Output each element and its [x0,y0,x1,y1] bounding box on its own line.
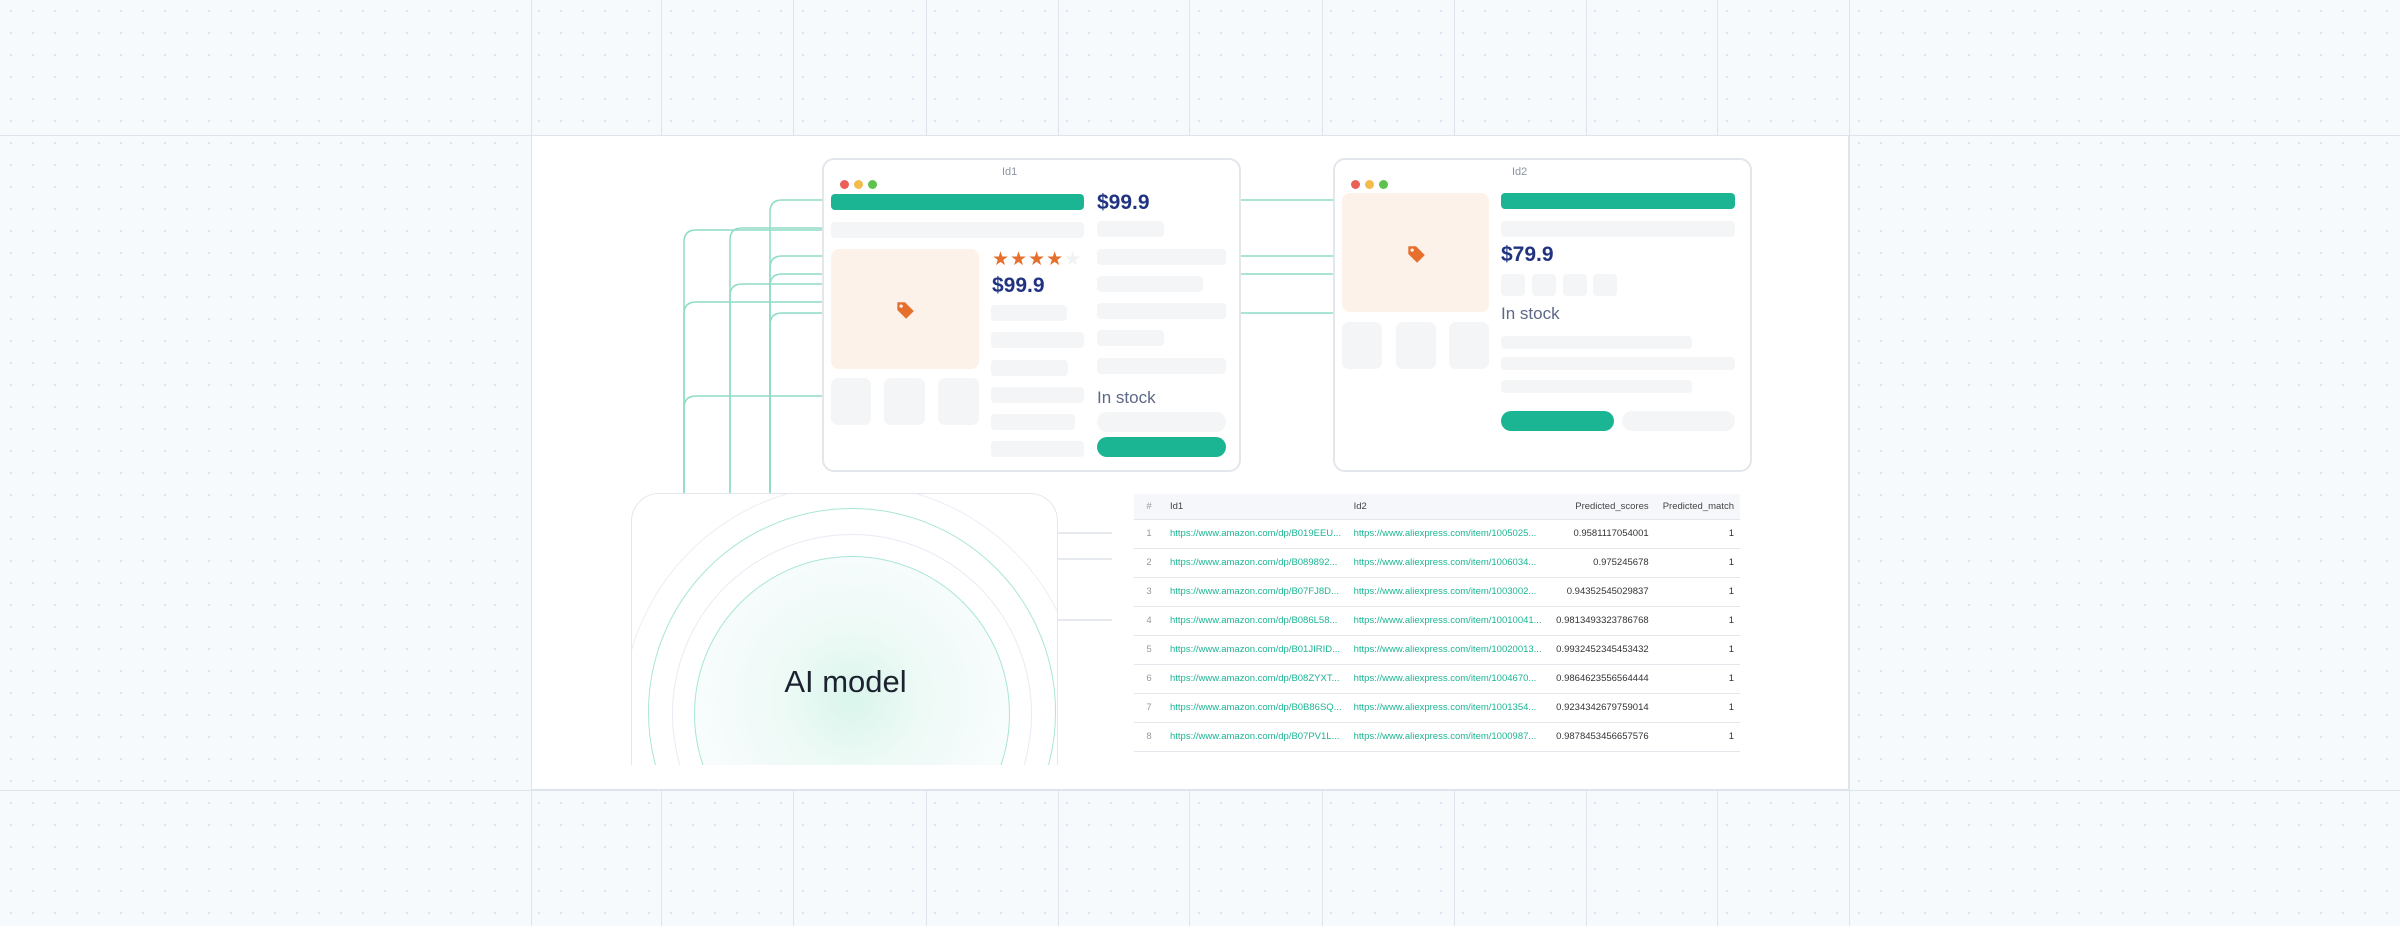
predicted-score: 0.975245678 [1547,548,1655,578]
row-index: 1 [1134,519,1164,549]
row-index: 5 [1134,635,1164,665]
star-rating: ★★★★★ [992,249,1083,270]
id2-link[interactable]: https://www.aliexpress.com/item/1006034.… [1347,548,1548,578]
product-image [831,249,979,369]
maximize-dot-icon[interactable] [1379,180,1388,189]
product-image [1342,193,1489,312]
predicted-match: 1 [1654,722,1740,752]
predicted-match: 1 [1654,664,1740,694]
id1-link[interactable]: https://www.amazon.com/dp/B089892... [1164,548,1348,578]
predicted-score: 0.9864623556564444 [1547,664,1655,694]
predicted-score: 0.9932452345453432 [1547,635,1655,665]
id1-link[interactable]: https://www.amazon.com/dp/B07FJ8D... [1164,577,1348,607]
id2-link[interactable]: https://www.aliexpress.com/item/10010041… [1347,606,1548,636]
row-index: 4 [1134,606,1164,636]
close-dot-icon[interactable] [840,180,849,189]
results-table: # Id1 Id2 Predicted_scores Predicted_mat… [1134,494,1740,752]
price-tag-icon [1408,246,1425,263]
stock-status: In stock [1097,388,1156,407]
id1-link[interactable]: https://www.amazon.com/dp/B07PV1L... [1164,722,1348,752]
predicted-match: 1 [1654,606,1740,636]
secondary-button[interactable] [1622,411,1735,431]
ai-model-box: AI model [631,493,1058,765]
id1-link[interactable]: https://www.amazon.com/dp/B086L58... [1164,606,1348,636]
id1-link[interactable]: https://www.amazon.com/dp/B01JIRID... [1164,635,1348,665]
secondary-button[interactable] [1097,412,1226,432]
side-price: $99.9 [1097,191,1150,214]
table-header: # Id1 Id2 Predicted_scores Predicted_mat… [1134,494,1740,520]
id2-link[interactable]: https://www.aliexpress.com/item/1003002.… [1347,577,1548,607]
id2-link[interactable]: https://www.aliexpress.com/item/1004670.… [1347,664,1548,694]
table-row: 3 https://www.amazon.com/dp/B07FJ8D... htt… [1134,577,1740,607]
minimize-dot-icon[interactable] [1365,180,1374,189]
row-index: 3 [1134,577,1164,607]
stock-status: In stock [1501,304,1560,323]
title-bar-placeholder [1501,193,1735,209]
predicted-score: 0.9581117054001 [1547,519,1655,549]
predicted-match: 1 [1654,519,1740,549]
id1-link[interactable]: https://www.amazon.com/dp/B019EEU... [1164,519,1348,549]
title-bar-placeholder [831,194,1084,210]
product-window-2: Id2 $79.9 In stock [1333,158,1752,472]
price-tag-icon [897,302,914,319]
product-price: $79.9 [1501,243,1554,266]
maximize-dot-icon[interactable] [868,180,877,189]
predicted-match: 1 [1654,635,1740,665]
table-row: 4 https://www.amazon.com/dp/B086L58... htt… [1134,606,1740,636]
id2-link[interactable]: https://www.aliexpress.com/item/1005025.… [1347,519,1548,549]
buy-button[interactable] [1097,437,1226,457]
table-row: 6 https://www.amazon.com/dp/B08ZYXT... htt… [1134,664,1740,694]
buy-button[interactable] [1501,411,1614,431]
row-index: 7 [1134,693,1164,723]
row-index: 2 [1134,548,1164,578]
minimize-dot-icon[interactable] [854,180,863,189]
predicted-score: 0.94352545029837 [1547,577,1655,607]
id1-link[interactable]: https://www.amazon.com/dp/B08ZYXT... [1164,664,1348,694]
ai-model-label: AI model [784,664,907,699]
id1-link[interactable]: https://www.amazon.com/dp/B0B86SQ... [1164,693,1348,723]
window-title: Id2 [1512,166,1528,178]
predicted-match: 1 [1654,693,1740,723]
close-dot-icon[interactable] [1351,180,1360,189]
predicted-match: 1 [1654,548,1740,578]
table-row: 2 https://www.amazon.com/dp/B089892... htt… [1134,548,1740,578]
table-row: 5 https://www.amazon.com/dp/B01JIRID... ht… [1134,635,1740,665]
window-title: Id1 [1002,166,1018,178]
product-price: $99.9 [992,274,1045,297]
table-row: 1 https://www.amazon.com/dp/B019EEU... htt… [1134,519,1740,549]
table-row: 8 https://www.amazon.com/dp/B07PV1L... htt… [1134,722,1740,752]
predicted-match: 1 [1654,577,1740,607]
id2-link[interactable]: https://www.aliexpress.com/item/10020013… [1347,635,1548,665]
id2-link[interactable]: https://www.aliexpress.com/item/1000987.… [1347,722,1548,752]
table-row: 7 https://www.amazon.com/dp/B0B86SQ... htt… [1134,693,1740,723]
predicted-score: 0.9878453456657576 [1547,722,1655,752]
predicted-score: 0.9234342679759014 [1547,693,1655,723]
row-index: 8 [1134,722,1164,752]
product-window-1: Id1 ★★★★★ $99.9 $99.9 In stock [822,158,1241,472]
id2-link[interactable]: https://www.aliexpress.com/item/1001354.… [1347,693,1548,723]
predicted-score: 0.9813493323786768 [1547,606,1655,636]
row-index: 6 [1134,664,1164,694]
